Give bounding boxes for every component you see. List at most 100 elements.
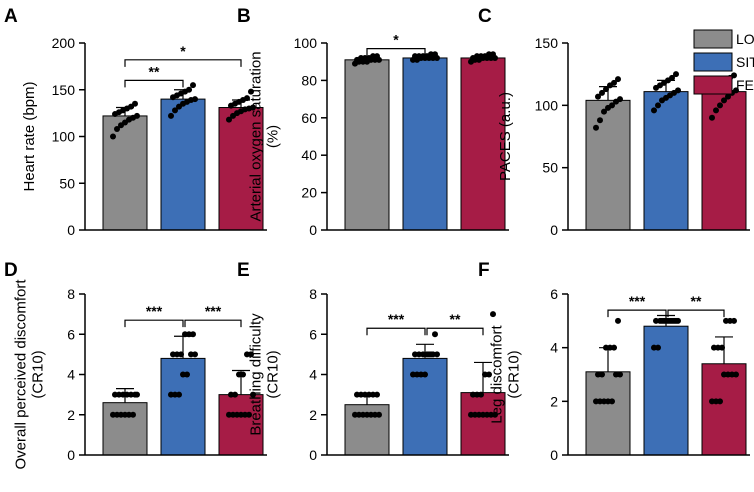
panel-f-point-fex — [719, 344, 725, 351]
legend-swatch-low — [693, 29, 733, 49]
legend: LOW SIT FEX — [693, 29, 754, 95]
panel-c-point-fex — [733, 87, 739, 94]
legend-label-fex: FEX — [736, 77, 754, 93]
panel-e-point-fex — [490, 311, 496, 318]
panel-b-y-tick-label: 40 — [301, 147, 317, 163]
panel-c-point-low — [595, 93, 601, 100]
panel-c-letter: C — [478, 6, 492, 27]
panel-d-point-sit — [178, 351, 184, 358]
panel-c-point-sit — [675, 87, 681, 94]
panel-f-point-fex — [717, 398, 723, 405]
panel-d-point-fex — [240, 371, 246, 378]
panel-e-y-title: (CR10) — [265, 350, 282, 398]
panel-f-point-low — [615, 317, 621, 324]
panel-d-point-fex — [248, 351, 254, 358]
panel-c-point-fex — [721, 97, 727, 104]
panel-a-point-sit — [192, 96, 198, 103]
panel-f-point-fex — [731, 317, 737, 324]
panel-c-point-low — [599, 89, 605, 96]
panel-a-y-title: Heart rate (bpm) — [21, 81, 38, 191]
panel-e-sig-label: ** — [450, 311, 461, 327]
panel-e-y-tick-label: 4 — [309, 367, 317, 383]
panel-f-point-low — [609, 398, 615, 405]
panel-d-y-tick-label: 6 — [67, 326, 75, 342]
panel-c-y-tick-label: 150 — [535, 35, 559, 51]
panel-e-point-low — [376, 411, 382, 418]
panel-b-letter: B — [237, 6, 251, 27]
panel-f-bar-fex — [701, 363, 747, 456]
panel-d-point-sit — [192, 351, 198, 358]
panel-e-point-fex — [478, 391, 484, 398]
panel-c-bar-low — [585, 99, 631, 231]
panel-a-bar-low — [102, 115, 148, 231]
panel-a-bar-sit — [160, 98, 206, 231]
panel-d-y-tick-label: 2 — [67, 407, 75, 423]
panel-d-sig-label: *** — [146, 303, 163, 319]
panel-a-point-low — [132, 100, 138, 107]
panel-c-y-tick-label: 100 — [535, 97, 559, 113]
panel-d-point-low — [132, 391, 138, 398]
panel-f-sig-label: ** — [691, 293, 702, 309]
panel-c-point-sit — [655, 102, 661, 109]
legend-swatch-sit — [693, 52, 733, 72]
panel-c: C 0 50 100 150 PACES (a.u.) — [478, 6, 750, 238]
panel-c-y-title: PACES (a.u.) — [497, 92, 514, 181]
panel-e-sig-bracket — [426, 327, 484, 336]
panel-e-sig-bracket — [366, 327, 426, 336]
panel-f-y-tick-label: 4 — [550, 340, 558, 356]
panel-f-sig-bracket — [667, 309, 725, 318]
panel-e-sig-label: *** — [388, 311, 405, 327]
panel-e-y-title: Breathing difficulty — [248, 313, 265, 436]
panel-f-sig-bracket — [607, 309, 667, 318]
panel-d: D 0 2 4 6 8 Overall perceived discomfort (CR10)… — [4, 260, 267, 470]
panel-f-bar-sit — [643, 325, 689, 456]
panel-d-point-sit — [184, 371, 190, 378]
panel-d-point-fex — [246, 411, 252, 418]
panel-e-point-sit — [432, 331, 438, 338]
panel-d-point-fex — [232, 391, 238, 398]
panel-a-point-sit — [172, 107, 178, 114]
panel-d-bar-fex — [218, 394, 264, 456]
panel-a-point-fex — [244, 95, 250, 102]
panel-a-sig-label: ** — [149, 63, 160, 79]
panel-c-point-low — [611, 79, 617, 86]
panel-c-point-fex — [725, 93, 731, 100]
panel-d-sig-label: *** — [205, 303, 222, 319]
panel-b-point-low — [374, 53, 380, 60]
panel-c-point-fex — [709, 114, 715, 121]
panel-f-y-tick-label: 6 — [550, 286, 558, 302]
panel-c-point-sit — [669, 74, 675, 81]
panel-c-bar-sit — [643, 91, 689, 231]
panel-f-point-fex — [733, 371, 739, 378]
panel-b-y-tick-label: 80 — [301, 72, 317, 88]
panel-d-point-sit — [176, 391, 182, 398]
panel-b-point-fex — [490, 51, 496, 58]
panel-e-letter: E — [237, 260, 250, 281]
panel-f-y-tick-label: 0 — [550, 447, 558, 463]
panel-e-point-sit — [422, 371, 428, 378]
panel-e-point-low — [374, 391, 380, 398]
panel-b-y-tick-label: 100 — [294, 35, 318, 51]
panel-b-y-tick-label: 0 — [309, 222, 317, 238]
panel-b-bar-fex — [460, 57, 506, 231]
panel-a-y-tick-label: 150 — [52, 82, 76, 98]
panel-f-point-low — [611, 344, 617, 351]
panel-c-point-fex — [717, 102, 723, 109]
panel-c-bar-fex — [701, 91, 747, 231]
panel-d-y-title: (CR10) — [30, 350, 47, 398]
panel-b-bar-low — [344, 59, 390, 231]
panel-a-point-fex — [226, 116, 232, 123]
panel-a-point-fex — [248, 88, 254, 95]
panel-f-y-tick-label: 2 — [550, 393, 558, 409]
panel-d-bar-low — [102, 402, 148, 456]
legend-label-sit: SIT — [736, 54, 754, 70]
panel-a-sig-label: * — [180, 43, 186, 59]
panel-c-point-low — [597, 117, 603, 124]
panel-f-y-title: Leg discomfort — [489, 324, 506, 423]
panel-d-sig-bracket — [124, 319, 184, 328]
panel-c-point-sit — [651, 107, 657, 114]
